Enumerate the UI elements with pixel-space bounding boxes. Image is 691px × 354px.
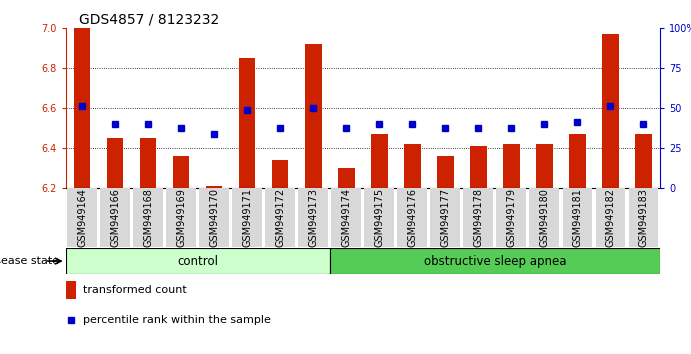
Bar: [635, 134, 652, 188]
Bar: [330, 248, 660, 274]
Text: GSM949181: GSM949181: [572, 188, 583, 247]
FancyBboxPatch shape: [562, 188, 592, 247]
Text: GSM949183: GSM949183: [638, 188, 648, 247]
Text: disease state: disease state: [0, 256, 59, 266]
Text: GSM949173: GSM949173: [308, 188, 319, 247]
Bar: [239, 58, 256, 188]
Bar: [305, 44, 321, 188]
Text: GSM949174: GSM949174: [341, 188, 351, 247]
FancyBboxPatch shape: [199, 188, 229, 247]
Bar: [404, 144, 421, 188]
FancyBboxPatch shape: [430, 188, 460, 247]
Bar: [272, 160, 288, 188]
Text: GSM949166: GSM949166: [110, 188, 120, 247]
FancyBboxPatch shape: [596, 188, 625, 247]
Bar: [338, 168, 354, 188]
Text: GSM949170: GSM949170: [209, 188, 219, 247]
Bar: [371, 134, 388, 188]
Text: GSM949169: GSM949169: [176, 188, 186, 247]
Text: GSM949168: GSM949168: [143, 188, 153, 247]
Text: obstructive sleep apnea: obstructive sleep apnea: [424, 255, 566, 268]
Text: GSM949179: GSM949179: [507, 188, 516, 247]
FancyBboxPatch shape: [232, 188, 262, 247]
FancyBboxPatch shape: [133, 188, 163, 247]
FancyBboxPatch shape: [496, 188, 527, 247]
FancyBboxPatch shape: [332, 188, 361, 247]
Text: GSM949178: GSM949178: [473, 188, 483, 247]
FancyBboxPatch shape: [167, 188, 196, 247]
Text: percentile rank within the sample: percentile rank within the sample: [84, 315, 272, 325]
FancyBboxPatch shape: [397, 188, 427, 247]
FancyBboxPatch shape: [464, 188, 493, 247]
Text: GSM949182: GSM949182: [605, 188, 616, 247]
Text: GSM949177: GSM949177: [440, 188, 451, 247]
Bar: [536, 144, 553, 188]
FancyBboxPatch shape: [364, 188, 394, 247]
Text: GSM949164: GSM949164: [77, 188, 87, 247]
Text: GSM949172: GSM949172: [275, 188, 285, 247]
Bar: [470, 146, 486, 188]
Text: GSM949176: GSM949176: [407, 188, 417, 247]
Bar: [503, 144, 520, 188]
FancyBboxPatch shape: [67, 188, 97, 247]
FancyBboxPatch shape: [100, 188, 130, 247]
Text: GSM949171: GSM949171: [243, 188, 252, 247]
Bar: [173, 156, 189, 188]
FancyBboxPatch shape: [529, 188, 559, 247]
FancyBboxPatch shape: [265, 188, 295, 247]
Bar: [437, 156, 453, 188]
Text: GSM949180: GSM949180: [540, 188, 549, 247]
Bar: [602, 34, 618, 188]
FancyBboxPatch shape: [629, 188, 659, 247]
Text: control: control: [177, 255, 218, 268]
Bar: [569, 134, 585, 188]
FancyBboxPatch shape: [299, 188, 328, 247]
Bar: [140, 138, 156, 188]
Bar: [107, 138, 124, 188]
Text: GSM949175: GSM949175: [375, 188, 384, 247]
Bar: [66, 248, 330, 274]
Bar: [206, 185, 223, 188]
Bar: [74, 28, 91, 188]
Bar: [66, 281, 76, 299]
Text: transformed count: transformed count: [84, 285, 187, 295]
Text: GDS4857 / 8123232: GDS4857 / 8123232: [79, 12, 220, 27]
